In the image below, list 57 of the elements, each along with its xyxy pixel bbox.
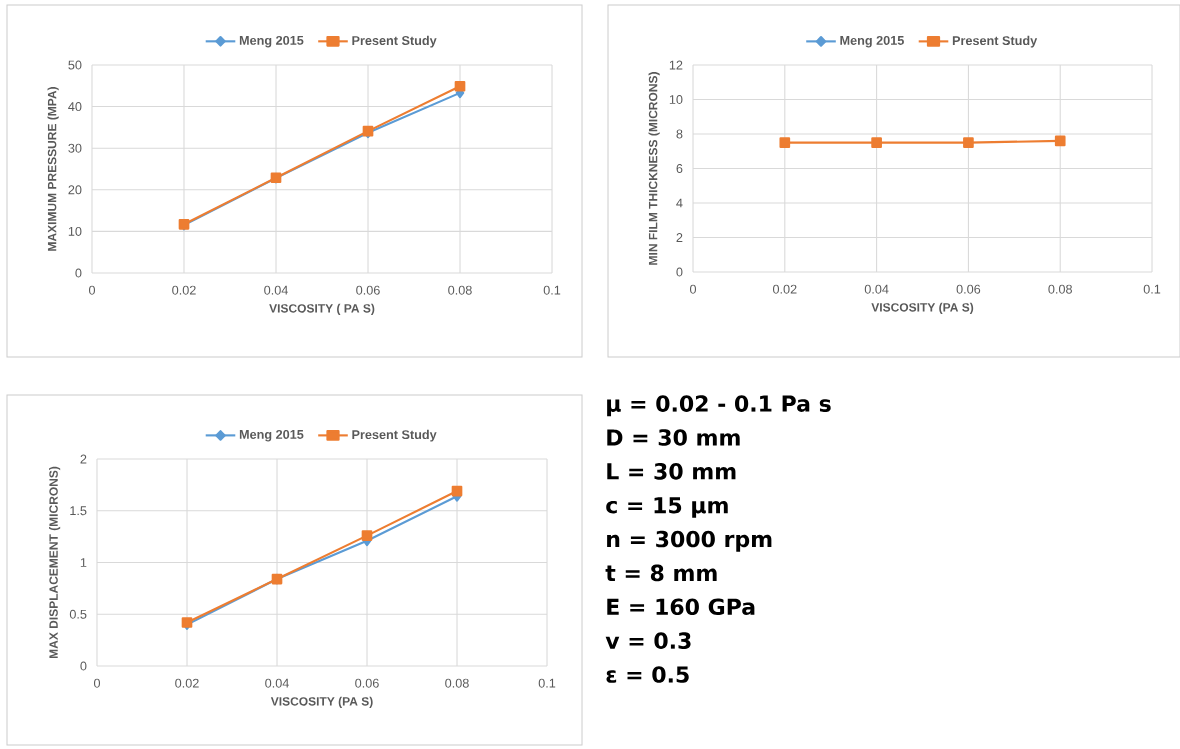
y-tick-label: 40 [68,102,82,112]
text: μ = 0.02 - 0.1 Pa s [607,395,831,417]
x-axis-title: VISCOSITY (PA S) [270,696,373,709]
x-tick-label: 0.1 [543,285,561,295]
text: E = 160 GPa [607,598,755,616]
y-tick-label: 0.5 [69,609,87,619]
legend-label: Present Study [352,35,437,48]
text: t = 8 mm [605,564,717,582]
y-tick-label: 30 [68,143,82,153]
x-tick-label: 0.08 [1048,284,1072,294]
legend-label: Meng 2015 [239,35,304,48]
y-tick-label: 1 [80,558,87,567]
x-tick-label: 0.02 [175,678,199,688]
x-tick-label: 0.1 [538,678,556,688]
x-tick-label: 0.02 [772,284,797,294]
legend-label: Meng 2015 [239,429,304,442]
text: n = 3000 rpm [607,530,772,552]
text: v = 0.3 [605,632,691,649]
x-axis-title: VISCOSITY (PA S) [871,302,974,315]
x-tick-label: 0.08 [445,678,469,688]
y-tick-label: 2 [676,233,683,242]
y-axis-title: MAXIMUM PRESSURE (MPA) [47,87,59,251]
x-tick-label: 0.04 [265,678,289,688]
x-tick-label: 0 [93,678,101,688]
x-tick-label: 0.06 [956,284,981,294]
y-tick-label: 0 [676,267,683,277]
y-tick-label: 1.5 [70,506,87,516]
text: c = 15 μm [606,497,728,518]
x-tick-label: 0.04 [864,284,889,294]
x-tick-label: 0.04 [264,285,288,295]
y-tick-label: 2 [80,454,87,464]
text: ε = 0.5 [606,666,689,683]
legend-label: Present Study [952,35,1038,48]
x-tick-label: 0.1 [1143,284,1161,294]
x-tick-label: 0.02 [172,285,196,295]
y-tick-label: 0 [75,268,82,278]
x-tick-label: 0 [689,284,697,294]
y-tick-label: 10 [669,95,683,104]
x-tick-label: 0.08 [448,285,472,295]
y-tick-label: 12 [669,60,683,70]
x-tick-label: 0.06 [356,285,380,295]
y-axis-title: MIN FILM THICKNESS (MICRONS) [648,72,660,265]
x-tick-label: 0.06 [355,678,379,688]
text: D = 30 mm [607,429,740,446]
y-axis-title: MAX DISPLACEMENT (MICRONS) [49,466,61,659]
y-tick-label: 50 [68,60,82,70]
x-tick-label: 0 [88,285,96,295]
y-tick-label: 0 [80,661,87,671]
y-tick-label: 20 [68,185,82,195]
y-tick-label: 6 [676,164,683,173]
text: L = 30 mm [607,463,736,480]
y-tick-label: 10 [68,226,82,236]
legend-label: Present Study [352,429,437,442]
legend-label: Meng 2015 [840,35,904,48]
y-tick-label: 4 [676,198,683,208]
y-tick-label: 8 [676,129,683,139]
x-axis-title: VISCOSITY ( PA S) [269,303,375,316]
